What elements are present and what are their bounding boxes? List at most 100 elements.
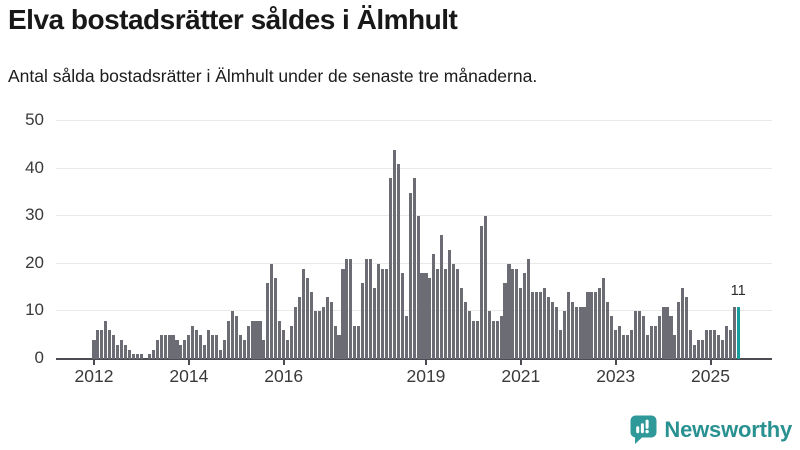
bar [373, 287, 377, 359]
bar [487, 311, 491, 359]
bar [618, 325, 622, 359]
bar [586, 292, 590, 359]
page-title: Elva bostadsrätter såldes i Älmhult [8, 4, 458, 35]
bar [120, 339, 124, 359]
bar [96, 330, 100, 359]
bar [124, 344, 128, 359]
bar [546, 297, 551, 359]
bar [515, 268, 519, 359]
bar [294, 306, 298, 359]
chart-subtitle: Antal sålda bostadsrätter i Älmhult unde… [8, 66, 538, 86]
bar [637, 311, 641, 359]
bar [701, 339, 705, 359]
bar [365, 259, 369, 359]
bar [238, 335, 242, 359]
bar [376, 263, 381, 359]
bar [582, 306, 586, 359]
bar [278, 320, 282, 359]
x-axis-tick [424, 359, 427, 365]
bar [100, 330, 104, 359]
bar [657, 316, 661, 359]
bar [218, 349, 222, 359]
bar [471, 320, 475, 359]
bar [214, 335, 219, 359]
bar [523, 273, 527, 359]
bar [388, 178, 392, 359]
x-tick-label: 2019 [406, 366, 446, 386]
bar [167, 335, 171, 359]
bar [673, 335, 677, 359]
bar [313, 311, 317, 359]
bar [519, 287, 523, 359]
x-tick-label: 2012 [74, 366, 114, 386]
bar [475, 320, 479, 359]
bar [262, 339, 266, 359]
bar [716, 335, 720, 359]
x-axis-tick [93, 359, 95, 365]
bar [594, 292, 598, 359]
bar [495, 320, 499, 359]
bar [361, 282, 365, 359]
bar [384, 268, 388, 359]
x-axis-tick [519, 359, 522, 365]
bar [558, 330, 562, 359]
bar [467, 311, 471, 359]
bar [629, 330, 634, 359]
bar [104, 320, 108, 359]
bar [459, 287, 464, 359]
bar [321, 306, 325, 359]
bar [297, 297, 302, 359]
bar [503, 282, 507, 359]
bar [728, 330, 732, 359]
bar [531, 292, 535, 359]
y-tick-label: 30 [25, 205, 44, 225]
bar [535, 292, 539, 359]
bar [246, 325, 250, 359]
bar [92, 339, 96, 359]
bar [183, 339, 187, 359]
bar [566, 292, 570, 359]
bar [187, 335, 191, 359]
bar [392, 149, 396, 359]
bar-chart-plot-area: 0 10 20 30 40 50 [0, 110, 800, 367]
bar [491, 320, 495, 359]
bar [396, 164, 400, 359]
bar [274, 278, 278, 359]
bar [203, 344, 207, 359]
bar [708, 330, 713, 359]
bar [131, 354, 136, 359]
bar [610, 316, 614, 359]
gridline [56, 120, 772, 122]
bar [542, 287, 547, 359]
bar [222, 339, 226, 359]
bar [207, 330, 211, 359]
bar [511, 268, 515, 359]
bar [578, 306, 582, 359]
bar [400, 273, 404, 359]
x-tick-label: 2025 [691, 366, 730, 386]
highlight-bar [736, 306, 740, 359]
bar [669, 316, 673, 359]
bar [697, 339, 701, 359]
bar [432, 254, 436, 359]
bar [195, 330, 199, 359]
bar [341, 268, 345, 359]
x-axis-tick [187, 359, 190, 365]
bar [420, 273, 424, 359]
bar [345, 259, 349, 359]
newsworthy-bar-chart-bubble-icon [630, 415, 657, 444]
bar [116, 344, 120, 359]
bar [159, 335, 163, 359]
bar [226, 320, 230, 359]
bar [282, 330, 286, 359]
bar [436, 268, 440, 359]
bar [483, 216, 487, 359]
bar [622, 335, 626, 359]
bar [242, 339, 246, 359]
bar [270, 263, 274, 359]
bar [614, 330, 618, 359]
y-tick-label: 10 [25, 300, 44, 320]
y-tick-label: 40 [25, 157, 44, 177]
bar [163, 335, 167, 359]
